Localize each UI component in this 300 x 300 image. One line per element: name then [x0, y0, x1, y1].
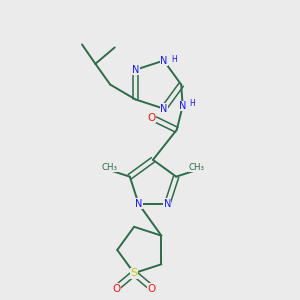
Text: S: S — [130, 268, 138, 278]
Text: H: H — [189, 99, 195, 108]
Text: N: N — [132, 65, 139, 75]
Text: N: N — [160, 56, 167, 66]
Text: CH₃: CH₃ — [102, 163, 118, 172]
Text: N: N — [179, 101, 186, 111]
Text: O: O — [147, 284, 155, 294]
Text: N: N — [135, 199, 142, 209]
Text: N: N — [164, 199, 171, 209]
Text: O: O — [148, 113, 156, 123]
Text: H: H — [171, 55, 177, 64]
Text: O: O — [113, 284, 121, 294]
Text: N: N — [160, 103, 167, 114]
Text: CH₃: CH₃ — [188, 163, 204, 172]
